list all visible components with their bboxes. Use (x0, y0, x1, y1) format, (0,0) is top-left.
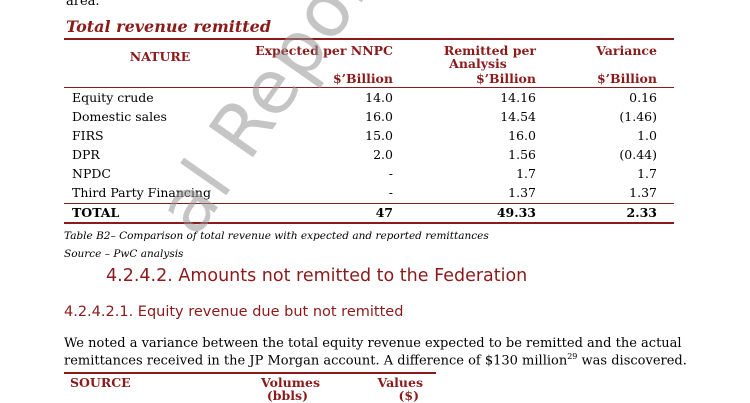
row-remitted: 1.56 (508, 147, 536, 162)
unit-expected: $’Billion (332, 71, 393, 86)
header-remitted-line1: Remitted per (443, 43, 536, 58)
unit-variance: $’Billion (596, 71, 657, 86)
header-rule (64, 87, 674, 88)
heading-42421: 4.2.4.2.1. Equity revenue due but not re… (64, 304, 404, 320)
header-remitted-line2: Analysis (449, 56, 507, 71)
table-bottom-rule (64, 222, 674, 224)
row-expected: 14.0 (365, 90, 393, 105)
row-expected: 15.0 (365, 128, 393, 143)
table-source: Source – PwC analysis (64, 248, 184, 260)
header-variance: Variance (596, 43, 657, 58)
paragraph-line2-end: was discovered. (577, 353, 687, 369)
unit-remitted: $’Billion (475, 71, 536, 86)
table2-header-values-unit: ($) (398, 388, 419, 403)
total-variance: 2.33 (626, 205, 657, 220)
table-caption: Table B2– Comparison of total revenue wi… (64, 230, 489, 242)
table2-header-values: Values (377, 375, 423, 390)
total-nature: TOTAL (72, 205, 120, 220)
footnote-ref: 29 (567, 352, 578, 361)
table2-header-source: SOURCE (70, 375, 131, 390)
row-variance: 1.7 (637, 166, 657, 181)
paragraph-line2: remittances received in the JP Morgan ac… (64, 352, 687, 368)
row-nature: Domestic sales (72, 109, 167, 124)
row-expected: - (388, 166, 393, 181)
top-fragment-text: area. (66, 0, 100, 9)
header-nature: NATURE (129, 49, 191, 64)
table2-header-volumes-unit: (bbls) (266, 388, 308, 403)
table-top-rule (64, 38, 674, 40)
paragraph-line2-text: remittances received in the JP Morgan ac… (64, 353, 568, 369)
heading-4242: 4.2.4.2. Amounts not remitted to the Fed… (106, 266, 528, 286)
row-variance: (1.46) (619, 109, 657, 124)
row-remitted: 16.0 (508, 128, 536, 143)
table2-top-rule (64, 372, 436, 374)
row-remitted: 14.16 (500, 90, 536, 105)
row-expected: - (388, 185, 393, 200)
header-expected: Expected per NNPC (255, 43, 393, 58)
row-variance: (0.44) (619, 147, 657, 162)
row-nature: Third Party Financing (72, 185, 211, 200)
row-remitted: 1.7 (516, 166, 536, 181)
total-remitted: 49.33 (496, 205, 536, 220)
row-variance: 1.0 (637, 128, 657, 143)
row-nature: Equity crude (72, 90, 154, 105)
total-expected: 47 (375, 205, 393, 220)
row-variance: 1.37 (629, 185, 657, 200)
row-expected: 2.0 (373, 147, 393, 162)
row-remitted: 14.54 (500, 109, 536, 124)
table2-header-volumes: Volumes (261, 375, 320, 390)
row-variance: 0.16 (629, 90, 657, 105)
row-nature: NPDC (72, 166, 111, 181)
total-top-rule (64, 203, 674, 204)
row-expected: 16.0 (365, 109, 393, 124)
paragraph-line1: We noted a variance between the total eq… (64, 336, 682, 351)
row-nature: FIRS (72, 128, 104, 143)
row-remitted: 1.37 (508, 185, 536, 200)
row-nature: DPR (72, 147, 100, 162)
section-title: Total revenue remitted (66, 17, 272, 36)
